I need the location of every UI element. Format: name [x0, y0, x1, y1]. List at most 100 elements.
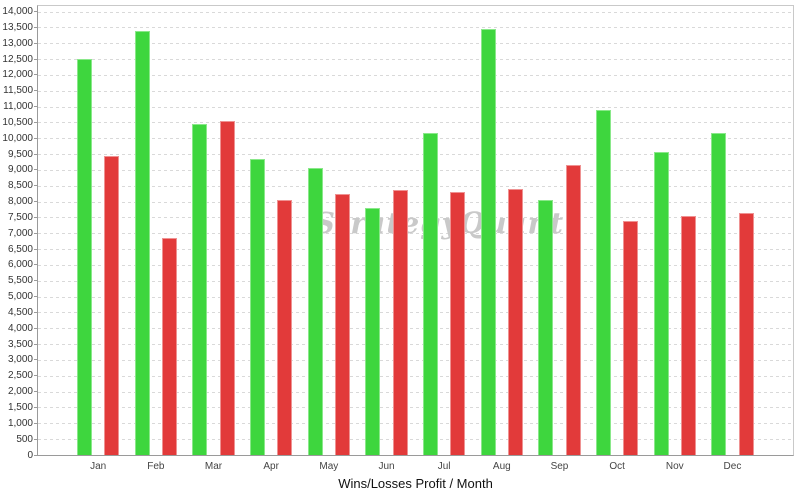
bar-wins-mar: [192, 123, 208, 455]
bar-losses-sep: [565, 165, 581, 455]
chart-title: Wins/Losses Profit / Month: [338, 476, 493, 491]
gridline: [38, 312, 793, 314]
y-axis-tick: [34, 280, 38, 282]
gridline: [38, 296, 793, 298]
y-axis-tick-label: 5,000: [7, 291, 33, 303]
gridline: [38, 359, 793, 361]
gridline: [38, 11, 793, 13]
y-axis-tick-label: 7,500: [7, 211, 33, 223]
gridline: [38, 328, 793, 330]
bar-losses-feb: [162, 238, 178, 455]
bar-wins-apr: [249, 158, 265, 455]
y-axis-tick: [34, 216, 38, 218]
y-axis-tick: [34, 185, 38, 187]
y-axis-tick-label: 2,500: [7, 370, 33, 382]
gridline: [38, 423, 793, 425]
gridline: [38, 391, 793, 393]
x-axis-label-apr: Apr: [263, 461, 279, 472]
y-axis-tick: [34, 26, 38, 28]
gridline: [38, 74, 793, 76]
x-axis-label-jun: Jun: [378, 461, 395, 472]
gridline: [38, 43, 793, 45]
gridline: [38, 90, 793, 92]
gridline: [38, 264, 793, 266]
gridline: [38, 344, 793, 346]
y-axis-tick-label: 6,000: [7, 259, 33, 271]
bar-wins-jan: [77, 59, 92, 455]
y-axis-tick-label: 9,000: [7, 164, 33, 176]
y-axis-tick-label: 11,500: [3, 85, 33, 97]
gridline: [38, 138, 793, 140]
y-axis-tick: [34, 90, 38, 92]
y-axis-tick: [34, 422, 38, 424]
gridline: [38, 233, 793, 235]
y-axis-tick-label: 5,500: [7, 275, 33, 287]
y-axis-tick-label: 8,000: [7, 196, 33, 208]
y-axis-tick-label: 3,000: [7, 354, 33, 366]
y-axis-tick: [34, 169, 38, 171]
y-axis-tick: [34, 327, 38, 329]
y-axis-tick-label: 7,000: [7, 227, 33, 239]
bar-losses-jan: [104, 155, 120, 455]
y-axis-tick: [34, 58, 38, 60]
y-axis-tick-label: 1,500: [7, 401, 33, 413]
y-axis-tick: [34, 406, 38, 408]
x-axis-label-oct: Oct: [609, 461, 625, 472]
bar-wins-dec: [711, 133, 727, 455]
gridline: [38, 280, 793, 282]
bar-losses-may: [335, 193, 351, 455]
y-axis-tick: [34, 74, 38, 76]
y-axis-tick-label: 14,000: [2, 6, 33, 17]
x-axis-label-dec: Dec: [723, 461, 742, 472]
y-axis-tick: [34, 359, 38, 361]
y-axis-tick-label: 2,000: [7, 386, 33, 398]
gridline: [38, 439, 793, 441]
bar-losses-jul: [450, 192, 466, 455]
y-axis-tick: [34, 343, 38, 345]
bar-wins-oct: [595, 109, 611, 455]
bar-losses-jun: [392, 190, 408, 455]
gridline: [38, 185, 793, 187]
gridline: [38, 217, 793, 219]
bar-wins-may: [307, 168, 323, 455]
plot-area: StrategyQuant: [37, 5, 794, 456]
y-axis-tick-label: 9,500: [7, 148, 33, 160]
bar-losses-apr: [277, 200, 293, 455]
bar-losses-nov: [681, 215, 696, 455]
y-axis-tick-label: 10,500: [2, 116, 33, 128]
y-axis-tick-label: 13,500: [2, 21, 33, 33]
y-axis-tick: [34, 391, 38, 393]
y-axis-tick: [34, 137, 38, 139]
y-axis-tick: [34, 375, 38, 377]
x-axis-label-aug: Aug: [492, 461, 511, 472]
x-axis-label-nov: Nov: [665, 461, 684, 472]
y-axis-tick-label: 13,000: [2, 37, 33, 49]
bar-wins-aug: [480, 28, 496, 455]
gridline: [38, 59, 793, 61]
y-axis-tick: [34, 454, 38, 456]
y-axis-tick: [34, 311, 38, 313]
y-axis-tick-label: 0: [27, 449, 33, 461]
x-axis-label-feb: Feb: [147, 461, 165, 472]
gridline: [38, 407, 793, 409]
y-axis-tick: [34, 201, 38, 203]
y-axis-tick: [34, 248, 38, 250]
y-axis-tick-label: 3,500: [7, 338, 33, 350]
y-axis-tick: [34, 11, 38, 12]
bar-losses-oct: [623, 220, 639, 455]
y-axis-tick: [34, 438, 38, 440]
gridline: [38, 122, 793, 124]
bar-wins-sep: [538, 200, 554, 455]
x-axis-label-may: May: [319, 461, 339, 472]
x-axis-label-jul: Jul: [437, 461, 451, 472]
y-axis-tick-label: 12,500: [2, 53, 33, 65]
y-axis-tick-label: 4,000: [7, 322, 33, 334]
x-axis-label-jan: Jan: [90, 461, 107, 472]
y-axis-tick-label: 6,500: [7, 243, 33, 255]
y-axis-tick-label: 12,000: [2, 69, 33, 81]
gridline: [38, 106, 793, 108]
gridline: [38, 375, 793, 377]
bar-losses-aug: [508, 188, 524, 455]
y-axis-tick: [34, 296, 38, 298]
